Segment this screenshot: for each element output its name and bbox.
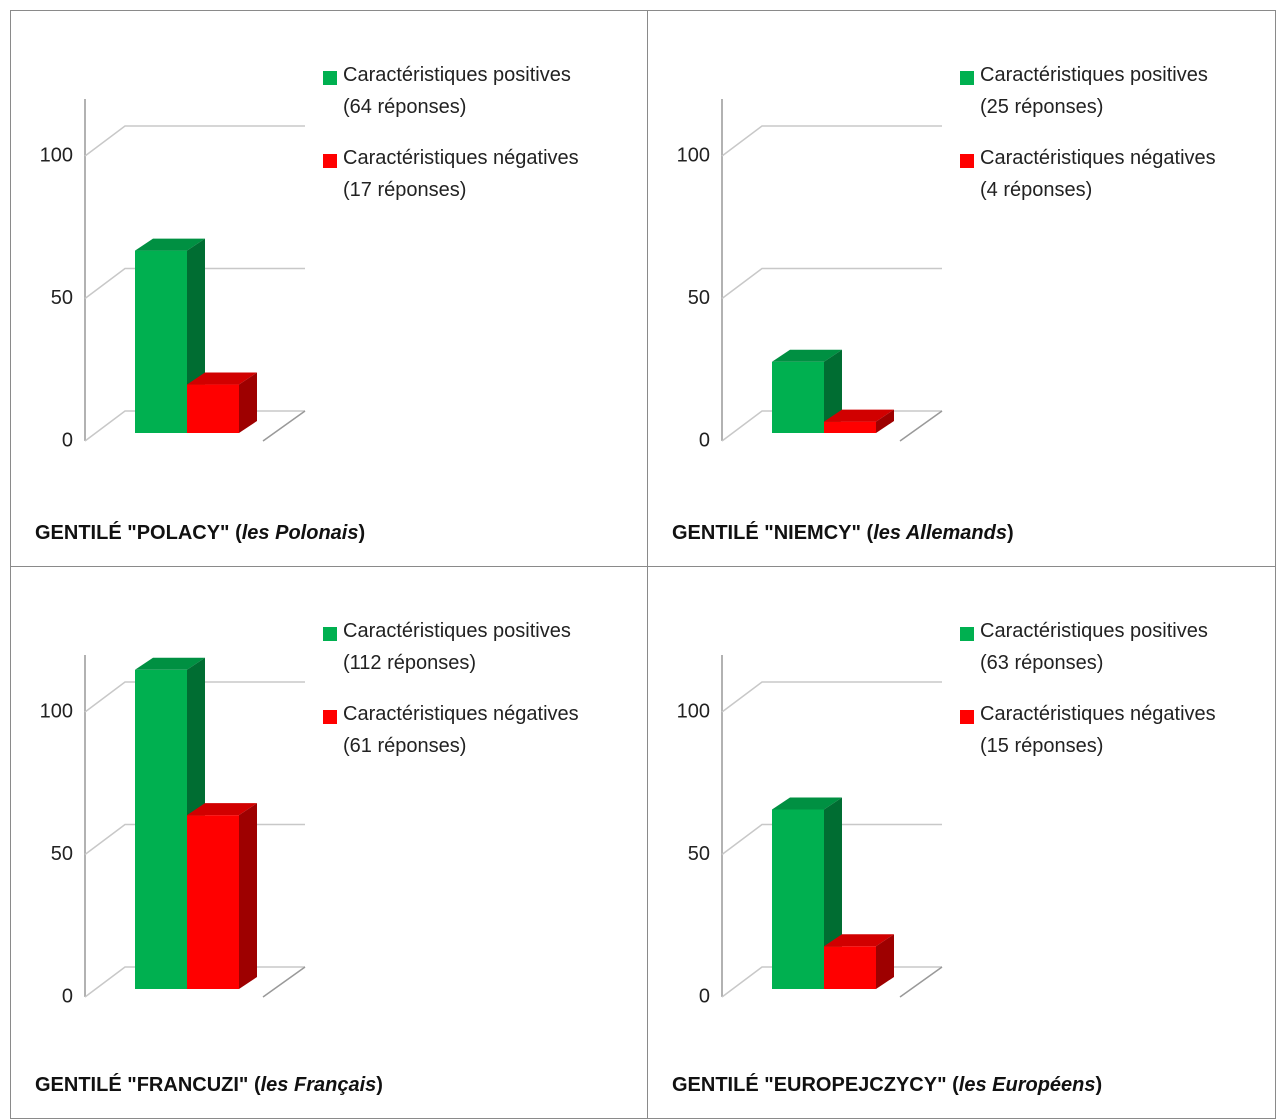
bar-top — [187, 803, 257, 816]
y-tick-label: 0 — [699, 429, 710, 451]
bar-top — [772, 349, 842, 362]
chart-title-part: ) — [358, 522, 366, 544]
legend-marker — [323, 627, 337, 641]
bar-front — [135, 250, 187, 433]
floor-edge — [262, 410, 306, 442]
bar — [824, 409, 894, 433]
floor-edge — [262, 966, 306, 998]
bar-front — [135, 669, 187, 989]
bar-side — [876, 934, 894, 989]
bar — [187, 803, 257, 989]
y-tick-label: 50 — [688, 287, 710, 309]
legend-marker — [323, 71, 337, 85]
chart-panel: 0 50 100 Caractéristiques positives (112 ré… — [10, 566, 648, 1119]
legend-label: Caractéristiques positives (112 réponses… — [343, 620, 571, 674]
bar-front — [772, 361, 824, 433]
legend-label: Caractéristiques positives (25 réponses) — [980, 64, 1208, 118]
chart-title: GENTILÉ "NIEMCY" (les Allemands) — [672, 522, 1014, 545]
bar-front — [772, 809, 824, 989]
legend-label: Caractéristiques positives (63 réponses) — [980, 620, 1208, 674]
chart-panel: 0 50 100 Caractéristiques positives (25 rép… — [647, 10, 1276, 567]
chart-title-part: GENTILÉ "POLACY" ( — [35, 522, 242, 544]
y-tick-label: 100 — [40, 144, 73, 166]
y-tick-label: 50 — [688, 843, 710, 865]
bar — [187, 372, 257, 433]
legend-marker — [960, 154, 974, 168]
chart-title-part: les Européens — [958, 1074, 1096, 1096]
bar — [772, 797, 842, 989]
bar-top — [135, 238, 205, 251]
chart-title-part: les Allemands — [873, 522, 1007, 544]
y-tick-label: 0 — [62, 429, 73, 451]
floor-edge — [899, 410, 943, 442]
legend-marker — [323, 154, 337, 168]
grid-line — [84, 681, 305, 713]
bar-top — [187, 372, 257, 385]
chart-title: GENTILÉ "POLACY" (les Polonais) — [35, 522, 365, 545]
legend-marker — [960, 627, 974, 641]
y-tick-label: 100 — [40, 700, 73, 722]
bar-top — [824, 934, 894, 947]
bar-side — [824, 349, 842, 433]
chart: 0 50 100 — [677, 99, 943, 451]
bar — [772, 349, 842, 433]
chart: 0 50 100 — [40, 655, 306, 1007]
legend-marker — [960, 71, 974, 85]
grid-line — [84, 125, 305, 157]
legend-label: Caractéristiques négatives (17 réponses) — [343, 147, 579, 201]
grid-line — [721, 125, 942, 157]
chart-title-part: ) — [1006, 522, 1014, 544]
bar-top — [135, 657, 205, 670]
chart-panel: 0 50 100 Caractéristiques positives (64 rép… — [10, 10, 648, 567]
chart-title-part: GENTILÉ "EUROPEJCZYCY" ( — [672, 1074, 959, 1096]
y-tick-label: 100 — [677, 700, 710, 722]
chart-title-part: ) — [1095, 1074, 1103, 1096]
bar-front — [824, 421, 876, 433]
chart-title: GENTILÉ "FRANCUZI" (les Français) — [35, 1074, 383, 1097]
grid-line — [84, 267, 305, 300]
chart-title-part: les Polonais — [241, 522, 359, 544]
y-tick-label: 0 — [699, 985, 710, 1007]
bar-side — [239, 372, 257, 433]
chart-title-part: GENTILÉ "FRANCUZI" ( — [35, 1074, 261, 1096]
y-tick-label: 0 — [62, 985, 73, 1007]
legend-label: Caractéristiques négatives (61 réponses) — [343, 703, 579, 757]
bar-top — [772, 797, 842, 810]
y-tick-label: 50 — [51, 287, 73, 309]
bar-side — [239, 803, 257, 989]
chart: 0 50 100 — [677, 655, 943, 1007]
bar-side — [876, 409, 894, 433]
chart-panel: 0 50 100 Caractéristiques positives (63 rép… — [647, 566, 1276, 1119]
legend-label: Caractéristiques positives (64 réponses) — [343, 64, 571, 118]
chart-title-part: GENTILÉ "NIEMCY" ( — [672, 522, 874, 544]
grid-line — [721, 267, 942, 300]
grid-line — [721, 823, 942, 856]
grid-line — [721, 681, 942, 713]
y-tick-label: 50 — [51, 843, 73, 865]
y-tick-label: 100 — [677, 144, 710, 166]
chart-title: GENTILÉ "EUROPEJCZYCY" (les Européens) — [672, 1074, 1102, 1097]
bar — [824, 934, 894, 989]
bar-front — [824, 946, 876, 989]
legend-marker — [960, 710, 974, 724]
legend-marker — [323, 710, 337, 724]
bar-top — [824, 409, 894, 422]
legend-label: Caractéristiques négatives (4 réponses) — [980, 147, 1216, 201]
chart: 0 50 100 — [40, 99, 306, 451]
chart-title-part: ) — [376, 1074, 383, 1096]
floor-edge — [899, 966, 943, 998]
legend-label: Caractéristiques négatives (15 réponses) — [980, 703, 1216, 757]
bar-front — [187, 815, 239, 989]
chart-title-part: les Français — [260, 1074, 377, 1096]
bar-front — [187, 384, 239, 433]
